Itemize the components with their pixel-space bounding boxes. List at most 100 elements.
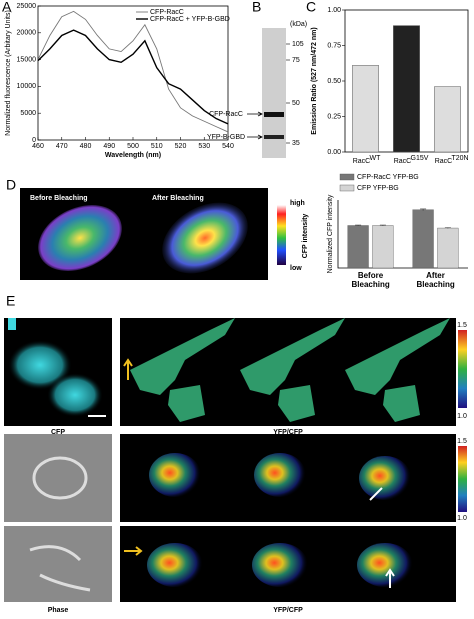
panel-label: D [6, 177, 16, 193]
panel-label: C [306, 0, 316, 15]
cell [8, 318, 16, 330]
scale-min: 1.0 [457, 515, 467, 522]
y-tick-label: 15000 [17, 56, 37, 63]
cell [47, 373, 103, 417]
plot-frame [37, 5, 229, 141]
cell-image [162, 202, 248, 274]
legend-label: CFP-RacC + YFP-B-GBD [150, 16, 230, 23]
phase-image [4, 434, 112, 522]
y-axis-label: Normalized CFP intensity [327, 194, 334, 273]
image-title: Before Bleaching [30, 195, 88, 202]
x-tick-superscript: T20N [452, 155, 469, 162]
y-tick-label: 0.75 [327, 42, 341, 49]
cell [252, 543, 308, 587]
line-series [37, 10, 229, 133]
band-label: CFP-RacC [209, 111, 243, 118]
arrow [124, 546, 143, 556]
x-tick-label: 480 [80, 143, 92, 150]
bar [352, 65, 379, 153]
bar [412, 209, 434, 269]
image-label: YFP/CFP [273, 429, 303, 436]
y-axis-label: Normalized fluorescence (Arbitary Units) [5, 10, 12, 136]
arrow [369, 487, 383, 501]
image-label: Phase [48, 607, 69, 614]
legend-label: CFP-RacC YFP-BG [357, 174, 419, 181]
x-tick-label: 530 [198, 143, 210, 150]
line-series [37, 29, 229, 125]
x-tick-superscript: G15V [411, 155, 429, 162]
cell [8, 340, 72, 390]
x-axis-label: Wavelength (nm) [105, 152, 161, 159]
image-label: CFP [51, 429, 65, 436]
y-tick-label: 1.00 [327, 7, 341, 14]
image-title: After Bleaching [152, 195, 204, 202]
cell [357, 543, 413, 587]
x-tick-label: 540 [222, 143, 234, 150]
error-bar [444, 227, 451, 229]
panel-label: E [6, 293, 15, 309]
colorbar-high: high [290, 200, 305, 207]
colorbar-title: CFP intensity [302, 214, 309, 259]
legend-swatch [339, 173, 355, 181]
x-tick-label: 520 [175, 143, 187, 150]
blot-marker: 75 [292, 57, 300, 64]
cell [32, 456, 88, 500]
blot-marker: 105 [292, 41, 304, 48]
cell [29, 545, 91, 592]
legend-swatch [339, 184, 355, 192]
band-arrow [247, 111, 263, 117]
band-arrow [247, 134, 263, 140]
bar [437, 227, 459, 269]
x-tick-label: RacC [435, 158, 453, 165]
x-tick-label: 490 [103, 143, 115, 150]
x-tick-label: Before Bleaching [351, 271, 390, 289]
cell-image [38, 205, 122, 271]
x-tick-label: 500 [127, 143, 139, 150]
colorbar-low: low [290, 265, 302, 272]
cell [147, 543, 203, 587]
blot-band [264, 135, 284, 139]
y-tick-label: 0.00 [327, 149, 341, 156]
x-tick-label: 470 [56, 143, 68, 150]
bar [393, 25, 420, 153]
arrow [385, 568, 395, 588]
panel-label: A [2, 0, 12, 15]
bar [434, 86, 461, 153]
band-label: YFP-B-GBD [207, 134, 245, 141]
y-tick-label: 5000 [20, 110, 36, 117]
colorbar [277, 205, 286, 265]
y-tick-label: 10000 [17, 83, 37, 90]
x-tick-superscript: WT [370, 155, 382, 162]
scale-max: 1.5 [457, 438, 467, 445]
y-tick-label: 0 [32, 137, 36, 144]
legend-label: CFP-RacC [150, 9, 184, 16]
y-tick-label: 25000 [17, 3, 37, 10]
scale-min: 1.0 [457, 413, 467, 420]
legend-label: CFP YFP-BG [357, 185, 399, 192]
colorbar [458, 446, 467, 512]
x-tick-label: 510 [151, 143, 163, 150]
x-tick-box: Before Bleaching [351, 271, 390, 289]
blot-marker: 50 [292, 100, 300, 107]
y-tick-label: 0.50 [327, 78, 341, 85]
x-tick-label: After Bleaching [416, 271, 455, 289]
cell [359, 456, 411, 500]
colorbar [458, 330, 467, 408]
y-tick-label: 0.25 [327, 113, 341, 120]
error-bar [355, 224, 362, 226]
x-tick-label: RacC [394, 158, 412, 165]
x-tick-label: RacC [353, 158, 371, 165]
phase-image [4, 526, 112, 602]
error-bar [420, 208, 427, 211]
cell [149, 453, 201, 497]
bar [372, 225, 394, 269]
x-tick-box: After Bleaching [416, 271, 455, 289]
y-axis-label: Emission Ratio (527 nm/472 nm) [311, 27, 318, 134]
blot-band [264, 112, 284, 117]
scale-max: 1.5 [457, 322, 467, 329]
error-bar [379, 224, 386, 226]
panel-label: B [252, 0, 261, 15]
cell [254, 453, 306, 497]
